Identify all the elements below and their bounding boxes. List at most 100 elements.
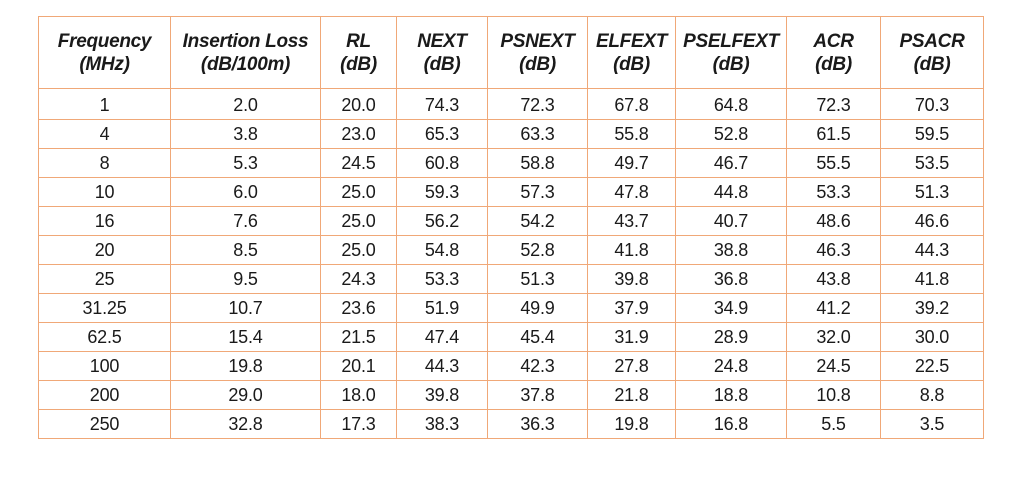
column-header-unit: (dB): [613, 53, 650, 75]
table-cell-psacr: 30.0: [880, 322, 984, 352]
table-cell-pselfext: 28.9: [675, 322, 787, 352]
table-cell-elfext: 39.8: [587, 264, 676, 294]
table-cell-elfext: 43.7: [587, 206, 676, 236]
table-cell-next: 65.3: [396, 119, 488, 149]
table-cell-rl: 23.6: [320, 293, 397, 323]
table-cell-rl: 25.0: [320, 235, 397, 265]
table-cell-elfext: 31.9: [587, 322, 676, 352]
column-header-unit: (MHz): [79, 53, 130, 75]
table-cell-psacr: 3.5: [880, 409, 984, 439]
table-cell-psnext: 63.3: [487, 119, 588, 149]
table-cell-insertion-loss: 7.6: [170, 206, 321, 236]
table-cell-rl: 24.5: [320, 148, 397, 178]
table-cell-insertion-loss: 2.0: [170, 88, 321, 120]
column-header-unit: (dB): [913, 53, 951, 75]
column-header-rl: RL (dB): [320, 16, 397, 89]
column-header-label: PSELFEXT: [683, 30, 779, 52]
table-cell-psnext: 51.3: [487, 264, 588, 294]
table-cell-pselfext: 44.8: [675, 177, 787, 207]
table-cell-psnext: 49.9: [487, 293, 588, 323]
table-cell-frequency: 4: [38, 119, 171, 149]
table-cell-next: 60.8: [396, 148, 488, 178]
table-cell-frequency: 10: [38, 177, 171, 207]
table-row: 25 9.5 24.3 53.3 51.3 39.8 36.8 43.8 41.8: [38, 264, 984, 294]
table-cell-frequency: 1: [38, 88, 171, 120]
column-header-unit: (dB): [423, 53, 461, 75]
table-cell-pselfext: 38.8: [675, 235, 787, 265]
table-cell-pselfext: 16.8: [675, 409, 787, 439]
table-cell-pselfext: 52.8: [675, 119, 787, 149]
table-row: 250 32.8 17.3 38.3 36.3 19.8 16.8 5.5 3.5: [38, 409, 984, 439]
table-cell-next: 38.3: [396, 409, 488, 439]
table-cell-elfext: 49.7: [587, 148, 676, 178]
column-header-label: ACR: [813, 30, 854, 52]
table-cell-acr: 10.8: [786, 380, 881, 410]
table-cell-acr: 43.8: [786, 264, 881, 294]
table-cell-rl: 17.3: [320, 409, 397, 439]
table-cell-elfext: 41.8: [587, 235, 676, 265]
table-cell-insertion-loss: 29.0: [170, 380, 321, 410]
column-header-label: PSACR: [899, 30, 965, 52]
table-cell-elfext: 19.8: [587, 409, 676, 439]
column-header-psnext: PSNEXT (dB): [487, 16, 588, 89]
table-cell-frequency: 25: [38, 264, 171, 294]
table-cell-rl: 25.0: [320, 177, 397, 207]
column-header-label: Insertion Loss: [182, 30, 309, 52]
table-cell-psacr: 59.5: [880, 119, 984, 149]
table-cell-psnext: 52.8: [487, 235, 588, 265]
table-cell-elfext: 47.8: [587, 177, 676, 207]
table-cell-psnext: 72.3: [487, 88, 588, 120]
table-cell-psnext: 37.8: [487, 380, 588, 410]
table-row: 4 3.8 23.0 65.3 63.3 55.8 52.8 61.5 59.5: [38, 119, 984, 149]
table-cell-elfext: 55.8: [587, 119, 676, 149]
table-cell-insertion-loss: 8.5: [170, 235, 321, 265]
table-body: 1 2.0 20.0 74.3 72.3 67.8 64.8 72.3 70.3 4 3.8 23.0…: [38, 88, 984, 439]
table-cell-elfext: 37.9: [587, 293, 676, 323]
table-cell-psacr: 44.3: [880, 235, 984, 265]
table-row: 1 2.0 20.0 74.3 72.3 67.8 64.8 72.3 70.3: [38, 88, 984, 120]
column-header-insertion-loss: Insertion Loss (dB/100m): [170, 16, 321, 89]
table-cell-psacr: 46.6: [880, 206, 984, 236]
column-header-frequency: Frequency (MHz): [38, 16, 171, 89]
column-header-unit: (dB/100m): [200, 53, 291, 75]
column-header-acr: ACR (dB): [786, 16, 881, 89]
table-row: 31.25 10.7 23.6 51.9 49.9 37.9 34.9 41.2 39.2: [38, 293, 984, 323]
table-cell-pselfext: 24.8: [675, 351, 787, 381]
table-cell-frequency: 62.5: [38, 322, 171, 352]
table-cell-psacr: 39.2: [880, 293, 984, 323]
column-header-psacr: PSACR (dB): [880, 16, 984, 89]
table-cell-frequency: 8: [38, 148, 171, 178]
table-cell-rl: 23.0: [320, 119, 397, 149]
table-row: 200 29.0 18.0 39.8 37.8 21.8 18.8 10.8 8.8: [38, 380, 984, 410]
table-cell-psnext: 45.4: [487, 322, 588, 352]
table-row: 100 19.8 20.1 44.3 42.3 27.8 24.8 24.5 22.5: [38, 351, 984, 381]
table-cell-insertion-loss: 32.8: [170, 409, 321, 439]
table-cell-next: 56.2: [396, 206, 488, 236]
table-cell-frequency: 16: [38, 206, 171, 236]
table-cell-next: 47.4: [396, 322, 488, 352]
table-cell-next: 59.3: [396, 177, 488, 207]
table-cell-pselfext: 18.8: [675, 380, 787, 410]
table-cell-insertion-loss: 15.4: [170, 322, 321, 352]
spec-table-container: Frequency (MHz) Insertion Loss (dB/100m) RL(…: [38, 16, 984, 439]
table-cell-insertion-loss: 6.0: [170, 177, 321, 207]
table-cell-pselfext: 46.7: [675, 148, 787, 178]
table-cell-next: 39.8: [396, 380, 488, 410]
table-cell-rl: 18.0: [320, 380, 397, 410]
table-cell-acr: 72.3: [786, 88, 881, 120]
table-cell-psacr: 53.5: [880, 148, 984, 178]
table-cell-acr: 46.3: [786, 235, 881, 265]
table-cell-rl: 24.3: [320, 264, 397, 294]
table-cell-rl: 25.0: [320, 206, 397, 236]
table-cell-frequency: 100: [38, 351, 171, 381]
table-cell-next: 74.3: [396, 88, 488, 120]
table-row: 10 6.0 25.0 59.3 57.3 47.8 44.8 53.3 51.3: [38, 177, 984, 207]
table-cell-psacr: 8.8: [880, 380, 984, 410]
table-cell-acr: 61.5: [786, 119, 881, 149]
table-cell-acr: 41.2: [786, 293, 881, 323]
table-cell-pselfext: 64.8: [675, 88, 787, 120]
table-cell-rl: 20.1: [320, 351, 397, 381]
table-row: 62.5 15.4 21.5 47.4 45.4 31.9 28.9 32.0 30.0: [38, 322, 984, 352]
table-cell-insertion-loss: 19.8: [170, 351, 321, 381]
table-cell-psacr: 22.5: [880, 351, 984, 381]
